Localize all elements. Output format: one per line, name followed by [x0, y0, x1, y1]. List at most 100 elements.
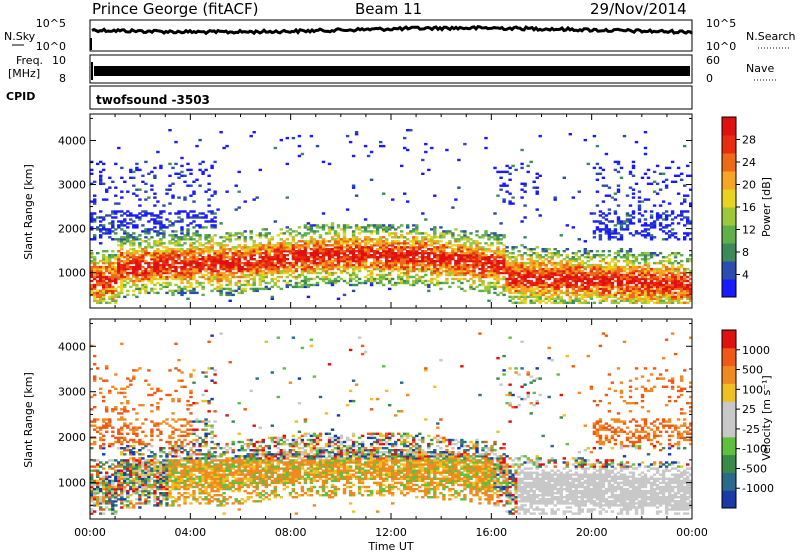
data-cell — [653, 171, 656, 173]
data-cell — [427, 234, 430, 236]
data-cell — [99, 161, 102, 163]
data-cell — [186, 286, 189, 288]
data-cell — [475, 240, 478, 242]
data-cell — [647, 224, 650, 226]
data-cell — [93, 420, 96, 422]
data-cell — [90, 408, 93, 410]
data-cell — [469, 264, 472, 266]
data-cell — [490, 232, 493, 234]
data-cell — [174, 266, 177, 268]
data-cell — [520, 189, 523, 191]
data-cell — [599, 173, 602, 175]
data-cell — [496, 246, 499, 248]
data-cell — [141, 240, 144, 242]
data-cell — [250, 284, 253, 286]
data-cell — [180, 236, 183, 238]
data-cell — [138, 254, 141, 256]
data-cell — [629, 232, 632, 234]
data-cell — [99, 260, 102, 262]
data-cell — [367, 224, 370, 226]
data-cell — [602, 250, 605, 252]
data-cell — [490, 260, 493, 262]
data-cell — [391, 224, 394, 226]
data-cell — [235, 185, 238, 187]
data-cell — [195, 230, 198, 232]
data-cell — [93, 212, 96, 214]
colorbar-swatch — [722, 243, 736, 262]
data-cell — [656, 254, 659, 256]
data-cell — [171, 230, 174, 232]
data-cell — [632, 175, 635, 177]
data-cell — [424, 284, 427, 286]
data-cell — [171, 195, 174, 197]
beam-title: Beam 11 — [355, 0, 422, 18]
data-cell — [527, 262, 530, 264]
colorbar-swatch — [722, 153, 736, 172]
data-cell — [153, 288, 156, 290]
data-cell — [647, 282, 650, 284]
data-cell — [520, 183, 523, 185]
data-cell — [265, 286, 268, 288]
data-cell — [511, 202, 514, 204]
data-cell — [548, 284, 551, 286]
data-cell — [484, 274, 487, 276]
data-cell — [433, 240, 436, 242]
data-cell — [536, 270, 539, 272]
data-cell — [93, 181, 96, 183]
data-cell — [614, 228, 617, 230]
data-cell — [533, 248, 536, 250]
data-cell — [665, 214, 668, 216]
data-cell — [123, 256, 126, 258]
data-cell — [156, 282, 159, 284]
data-cell — [244, 200, 247, 202]
data-cell — [325, 240, 328, 242]
data-cell — [677, 252, 680, 254]
data-cell — [671, 222, 674, 224]
data-cell — [192, 210, 195, 212]
data-cell — [605, 185, 608, 187]
data-cell — [617, 204, 620, 206]
data-cell — [614, 256, 617, 258]
data-cell — [596, 220, 599, 222]
data-cell — [295, 242, 298, 244]
data-cell — [448, 252, 451, 254]
power-y-label: Slant Range [km] — [22, 164, 35, 260]
data-cell — [201, 216, 204, 218]
data-cell — [382, 262, 385, 264]
data-cell — [123, 181, 126, 183]
data-cell — [400, 234, 403, 236]
data-cell — [536, 292, 539, 294]
data-cell — [120, 228, 123, 230]
data-cell — [539, 262, 542, 264]
data-cell — [668, 202, 671, 204]
data-cell — [286, 254, 289, 256]
data-cell — [617, 302, 620, 304]
data-cell — [415, 224, 418, 226]
data-cell — [539, 254, 542, 256]
data-cell — [108, 177, 111, 179]
data-cell — [376, 278, 379, 280]
data-cell — [93, 470, 96, 472]
data-cell — [653, 191, 656, 193]
data-cell — [629, 286, 632, 288]
data-cell — [545, 264, 548, 266]
data-cell — [641, 214, 644, 216]
data-cell — [578, 250, 581, 252]
data-cell — [298, 240, 301, 242]
data-cell — [198, 258, 201, 260]
data-cell — [331, 280, 334, 282]
data-cell — [322, 212, 325, 214]
data-cell — [433, 278, 436, 280]
data-cell — [454, 278, 457, 280]
cpid-value: twofsound -3503 — [96, 93, 210, 107]
data-cell — [93, 218, 96, 220]
data-cell — [358, 278, 361, 280]
data-cell — [493, 292, 496, 294]
data-cell — [638, 191, 641, 193]
data-cell — [295, 268, 298, 270]
data-cell — [186, 224, 189, 226]
data-cell — [683, 284, 686, 286]
data-cell — [493, 250, 496, 252]
data-cell — [334, 230, 337, 232]
data-cell — [394, 232, 397, 234]
